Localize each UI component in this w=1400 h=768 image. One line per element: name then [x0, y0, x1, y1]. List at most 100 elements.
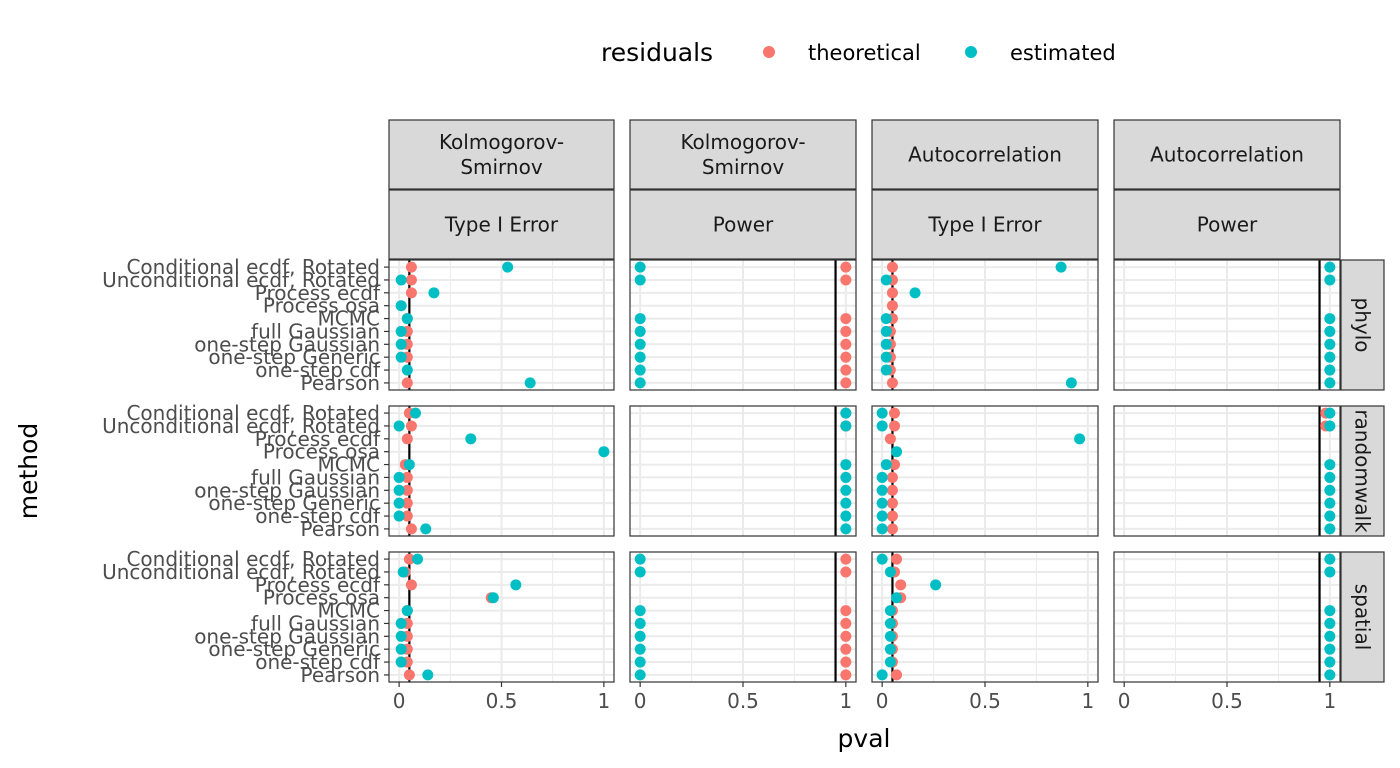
panels: Kolmogorov-Smirnov Type I Error Kolmogorov… — [102, 119, 1385, 713]
point-estimated-unconditional-ecdf-rotated — [876, 420, 888, 432]
point-theoretical-pearson — [886, 377, 898, 389]
point-estimated-conditional-ecdf-rotated — [412, 553, 424, 565]
column-strip-test-label: Kolmogorov-Smirnov — [439, 130, 564, 179]
x-axis-title: pval — [838, 724, 891, 753]
x-tick-label: 1 — [839, 689, 852, 713]
point-estimated-one-step-cdf — [840, 510, 852, 522]
point-estimated-one-step-gaussian — [880, 338, 892, 350]
y-tick-label-conditional-ecdf-rotated: Conditional ecdf, Rotated — [126, 547, 380, 571]
point-estimated-one-step-generic — [634, 643, 646, 655]
legend-label-estimated: estimated — [1010, 41, 1116, 65]
point-estimated-unconditional-ecdf-rotated — [634, 274, 646, 286]
point-estimated-process-osa — [891, 592, 903, 604]
point-theoretical-pearson — [405, 523, 417, 535]
row-strip-randomwalk — [1340, 405, 1385, 537]
point-estimated-full-gaussian — [634, 617, 646, 629]
point-estimated-mcmc — [1324, 313, 1336, 325]
point-estimated-pearson — [634, 377, 646, 389]
legend-key-estimated — [965, 46, 977, 58]
column-strip-type-label: Type I Error — [927, 213, 1042, 237]
point-estimated-conditional-ecdf-rotated — [1324, 553, 1336, 565]
point-estimated-conditional-ecdf-rotated — [1324, 407, 1336, 419]
y-tick-label-unconditional-ecdf-rotated: Unconditional ecdf, Rotated — [102, 268, 380, 292]
point-estimated-full-gaussian — [1324, 617, 1336, 629]
point-estimated-pearson — [634, 669, 646, 681]
legend-key-theoretical — [763, 46, 775, 58]
legend-title: residuals — [601, 38, 713, 67]
point-estimated-one-step-gaussian — [393, 484, 405, 496]
point-estimated-one-step-gaussian — [634, 630, 646, 642]
point-theoretical-conditional-ecdf-rotated — [889, 407, 901, 419]
column-strip-test-label: Autocorrelation — [1150, 143, 1304, 167]
point-estimated-one-step-cdf — [401, 364, 413, 376]
point-estimated-unconditional-ecdf-rotated — [634, 566, 646, 578]
point-estimated-one-step-gaussian — [1324, 338, 1336, 350]
panel-border — [388, 405, 615, 537]
point-estimated-mcmc — [880, 313, 892, 325]
point-estimated-one-step-generic — [876, 497, 888, 509]
point-estimated-one-step-cdf — [1324, 510, 1336, 522]
y-tick-label-pearson: Pearson — [301, 371, 380, 395]
point-estimated-conditional-ecdf-rotated — [1324, 261, 1336, 273]
point-theoretical-one-step-gaussian — [840, 630, 852, 642]
point-estimated-unconditional-ecdf-rotated — [1324, 420, 1336, 432]
point-estimated-pearson — [1324, 377, 1336, 389]
point-estimated-unconditional-ecdf-rotated — [397, 566, 409, 578]
point-theoretical-pearson — [840, 669, 852, 681]
y-tick-label-mcmc: MCMC — [318, 599, 380, 623]
y-tick-label-mcmc: MCMC — [318, 307, 380, 331]
point-estimated-pearson — [876, 669, 888, 681]
point-estimated-one-step-generic — [1324, 643, 1336, 655]
point-estimated-process-ecdf — [428, 287, 440, 299]
y-tick-label-pearson: Pearson — [301, 663, 380, 687]
point-estimated-process-osa — [598, 446, 610, 458]
point-estimated-process-ecdf — [1074, 433, 1086, 445]
point-theoretical-one-step-cdf — [840, 364, 852, 376]
point-theoretical-process-ecdf — [884, 433, 896, 445]
point-theoretical-conditional-ecdf-rotated — [840, 261, 852, 273]
point-estimated-one-step-gaussian — [840, 484, 852, 496]
point-estimated-full-gaussian — [634, 325, 646, 337]
point-theoretical-unconditional-ecdf-rotated — [889, 420, 901, 432]
point-theoretical-one-step-generic — [840, 351, 852, 363]
point-estimated-process-ecdf — [930, 579, 942, 591]
column-strip-type-label: Power — [1197, 213, 1258, 237]
point-theoretical-unconditional-ecdf-rotated — [405, 420, 417, 432]
column-strip-test-label: Kolmogorov-Smirnov — [680, 130, 805, 179]
column-strip-test — [388, 119, 615, 190]
point-estimated-one-step-generic — [880, 351, 892, 363]
point-theoretical-unconditional-ecdf-rotated — [840, 566, 852, 578]
point-estimated-pearson — [1324, 523, 1336, 535]
point-estimated-one-step-cdf — [880, 364, 892, 376]
x-tick-label: 0.5 — [727, 689, 759, 713]
column-strip-type — [871, 189, 1099, 260]
y-tick-label-pearson: Pearson — [301, 517, 380, 541]
point-estimated-unconditional-ecdf-rotated — [1324, 566, 1336, 578]
row-strip-label-randomwalk: randomwalk — [1351, 409, 1375, 533]
point-estimated-one-step-cdf — [634, 656, 646, 668]
point-theoretical-one-step-generic — [401, 497, 413, 509]
point-theoretical-conditional-ecdf-rotated — [886, 261, 898, 273]
column-strip-type-label: Type I Error — [444, 213, 559, 237]
point-theoretical-unconditional-ecdf-rotated — [840, 274, 852, 286]
point-estimated-mcmc — [880, 459, 892, 471]
point-theoretical-process-ecdf — [401, 433, 413, 445]
point-theoretical-conditional-ecdf-rotated — [405, 261, 417, 273]
point-estimated-one-step-cdf — [876, 510, 888, 522]
y-axis-title: method — [14, 423, 43, 520]
point-estimated-conditional-ecdf-rotated — [876, 407, 888, 419]
panel-border — [1113, 259, 1341, 391]
point-estimated-mcmc — [634, 313, 646, 325]
x-tick-label: 0.5 — [486, 689, 518, 713]
point-estimated-process-osa — [487, 592, 499, 604]
column-strip-type-label: Power — [713, 213, 774, 237]
column-strip-type — [629, 189, 857, 260]
point-estimated-mcmc — [634, 605, 646, 617]
point-estimated-one-step-generic — [395, 643, 407, 655]
column-strip-test — [629, 119, 857, 190]
point-estimated-full-gaussian — [393, 471, 405, 483]
point-estimated-unconditional-ecdf-rotated — [393, 420, 405, 432]
point-theoretical-one-step-gaussian — [840, 338, 852, 350]
point-estimated-full-gaussian — [395, 325, 407, 337]
point-theoretical-one-step-cdf — [840, 656, 852, 668]
